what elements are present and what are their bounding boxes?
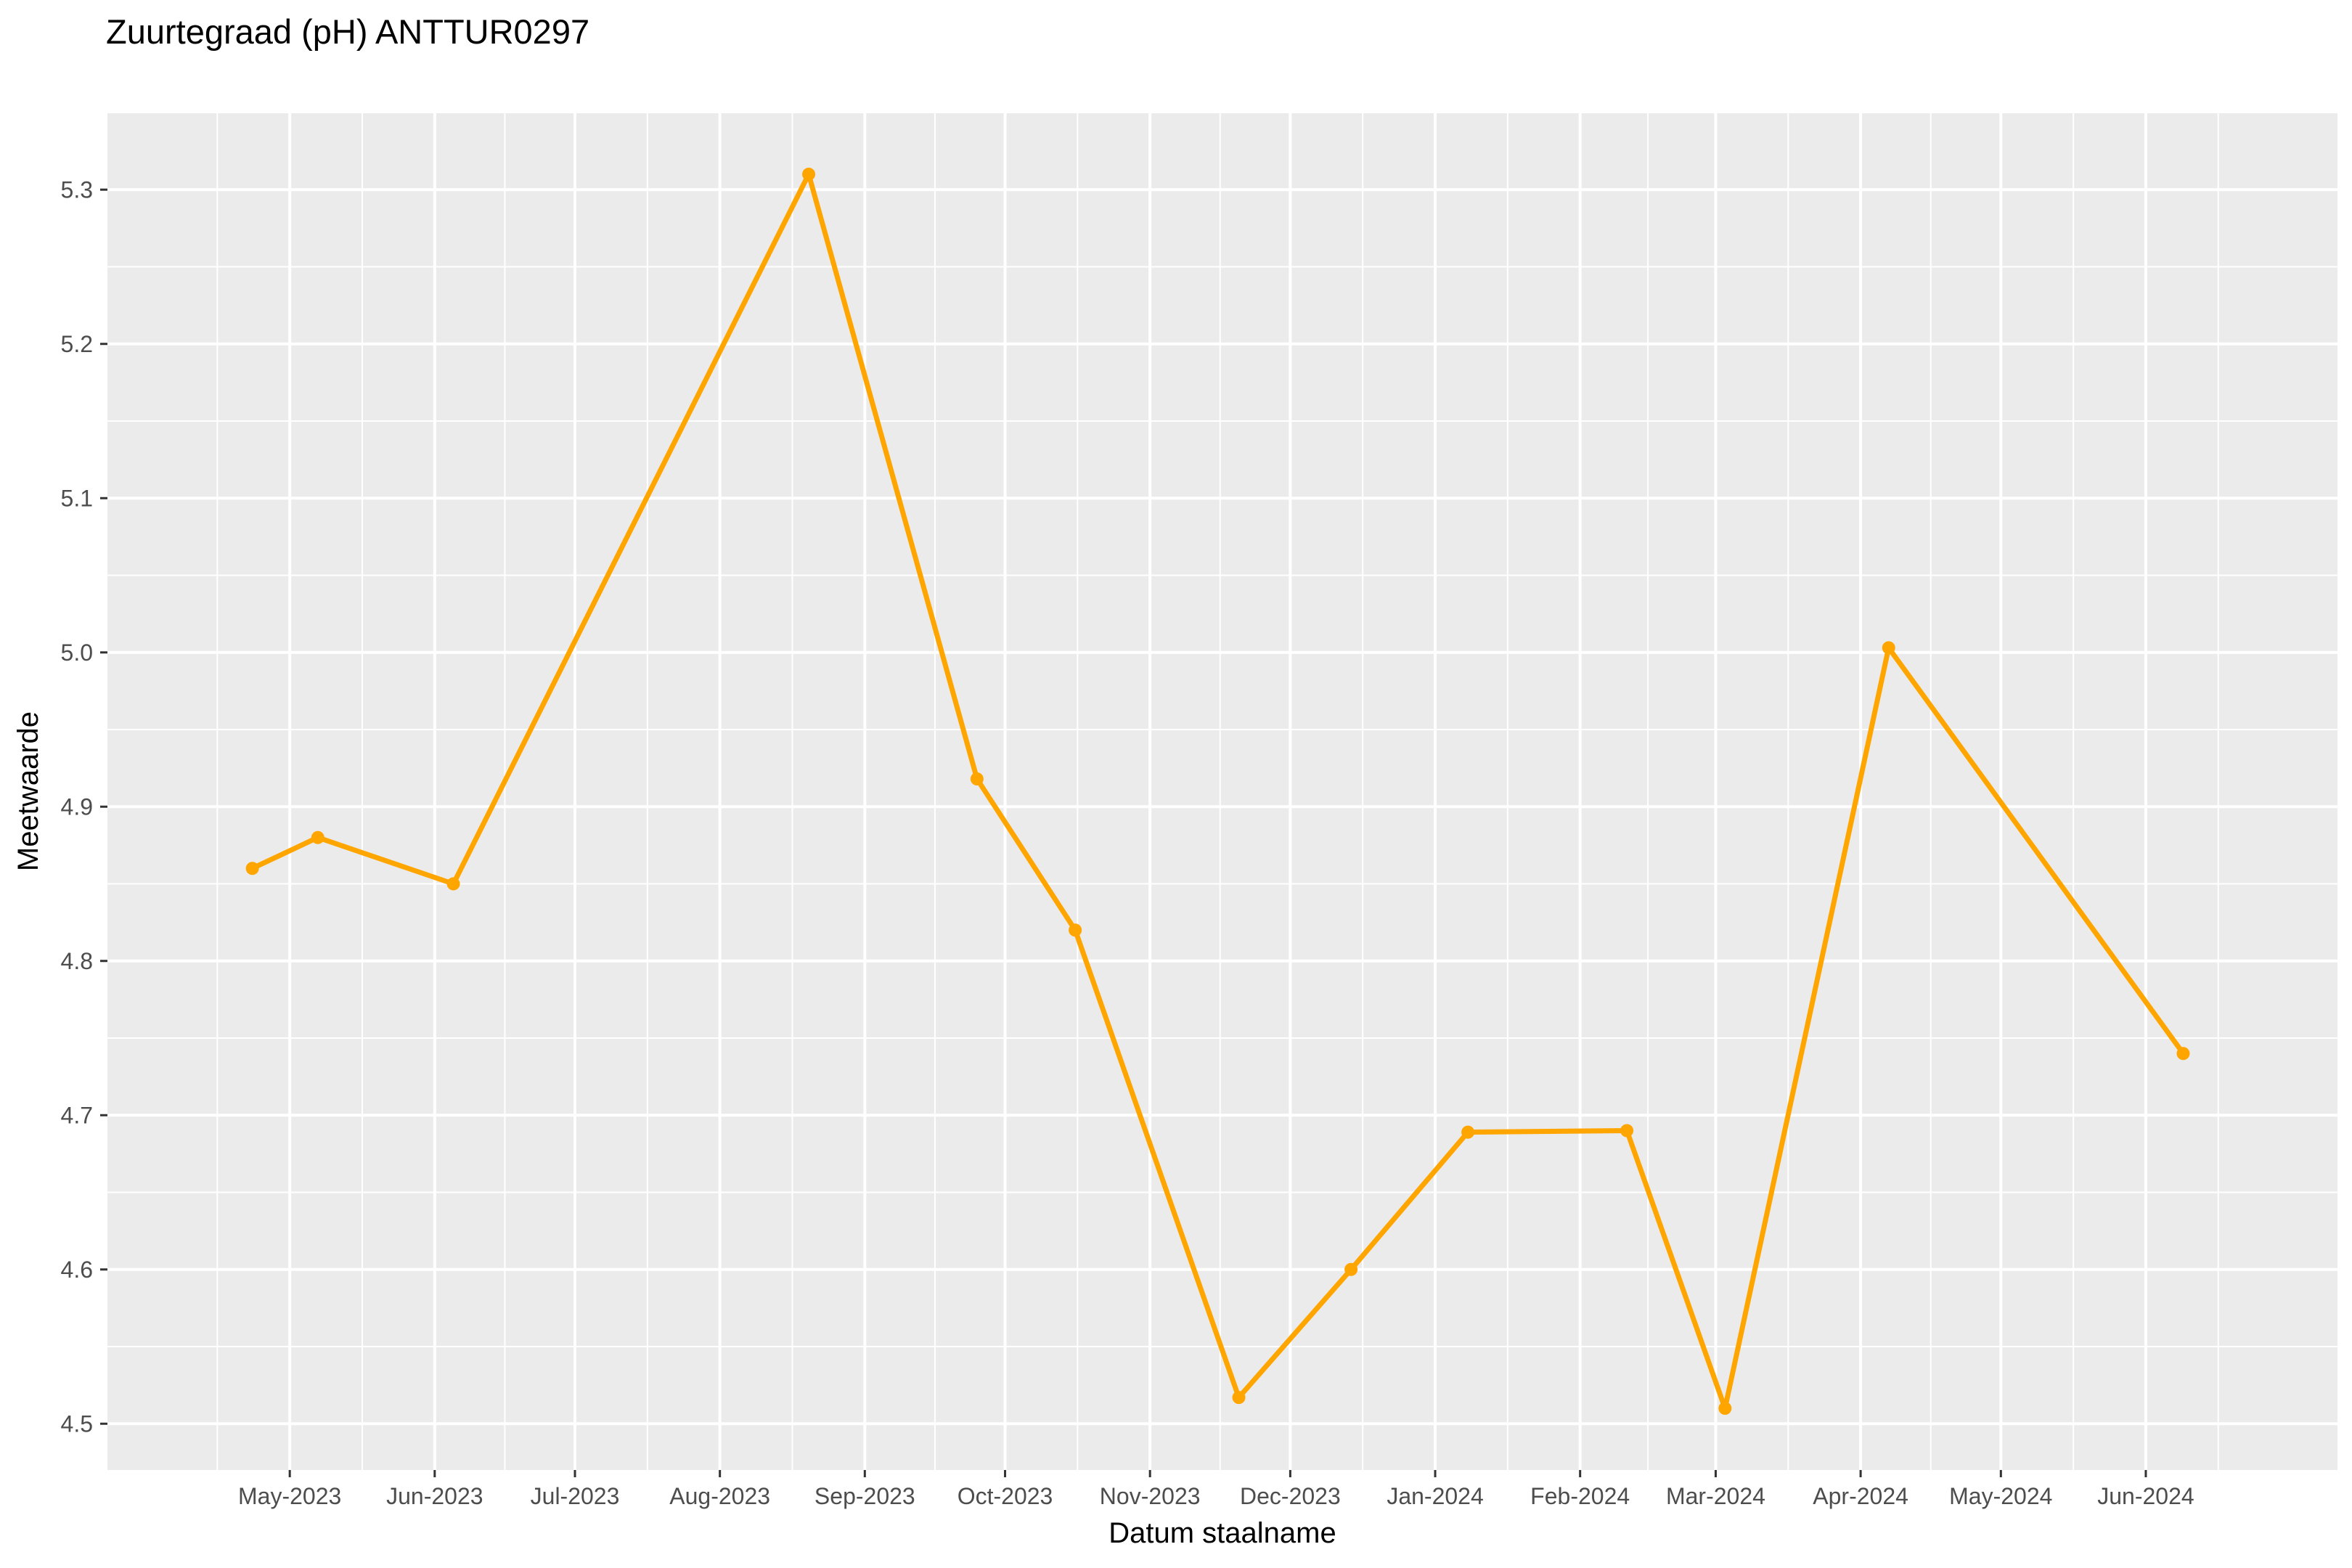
y-tick-label: 5.3: [61, 176, 93, 203]
data-point: [1620, 1124, 1634, 1138]
x-axis: May-2023 Jun-2023 Jul-2023 Aug-2023 Sep-2023…: [238, 1470, 2194, 1509]
y-tick-label: 4.5: [61, 1410, 93, 1437]
data-point: [245, 862, 259, 875]
y-tick-label: 4.8: [61, 948, 93, 974]
data-point: [970, 772, 984, 785]
series-points: [245, 168, 2190, 1415]
x-tick-label: Jul-2023: [531, 1483, 620, 1509]
x-tick-label: May-2023: [238, 1483, 341, 1509]
y-tick-label: 5.1: [61, 485, 93, 511]
x-tick-label: Dec-2023: [1240, 1483, 1341, 1509]
data-point: [1232, 1391, 1246, 1405]
y-tick-label: 5.0: [61, 640, 93, 666]
x-tick-label: Aug-2023: [669, 1483, 770, 1509]
data-point: [311, 830, 324, 844]
data-point: [1344, 1262, 1358, 1276]
x-tick-label: Mar-2024: [1666, 1483, 1765, 1509]
y-tick-label: 4.9: [61, 793, 93, 820]
chart-title: Zuurtegraad (pH) ANTTUR0297: [106, 12, 589, 51]
x-tick-label: Feb-2024: [1530, 1483, 1630, 1509]
data-point: [446, 877, 460, 891]
data-point: [1461, 1125, 1475, 1139]
y-axis: 4.5 4.6 4.7 4.8 4.9 5.0 5.1 5.2 5.3: [61, 176, 107, 1437]
x-axis-title: Datum staalname: [1108, 1517, 1336, 1549]
x-tick-label: Nov-2023: [1100, 1483, 1201, 1509]
data-point: [1718, 1402, 1732, 1415]
data-point: [1882, 641, 1895, 655]
y-tick-label: 5.2: [61, 331, 93, 357]
y-axis-title: Meetwaarde: [12, 711, 44, 871]
x-tick-label: Apr-2024: [1813, 1483, 1908, 1509]
data-point: [1069, 923, 1082, 937]
data-point: [2176, 1047, 2190, 1061]
minor-gridlines: [107, 112, 2337, 1470]
x-tick-label: Jun-2023: [386, 1483, 483, 1509]
major-gridlines: [107, 113, 2337, 1470]
x-tick-label: May-2024: [1949, 1483, 2052, 1509]
x-tick-label: Jan-2024: [1387, 1483, 1483, 1509]
x-tick-label: Oct-2023: [957, 1483, 1053, 1509]
data-point: [802, 168, 816, 181]
y-tick-label: 4.6: [61, 1257, 93, 1283]
x-tick-label: Sep-2023: [814, 1483, 915, 1509]
plot-panel: [107, 113, 2337, 1470]
y-tick-label: 4.7: [61, 1102, 93, 1128]
x-tick-label: Jun-2024: [2097, 1483, 2194, 1509]
